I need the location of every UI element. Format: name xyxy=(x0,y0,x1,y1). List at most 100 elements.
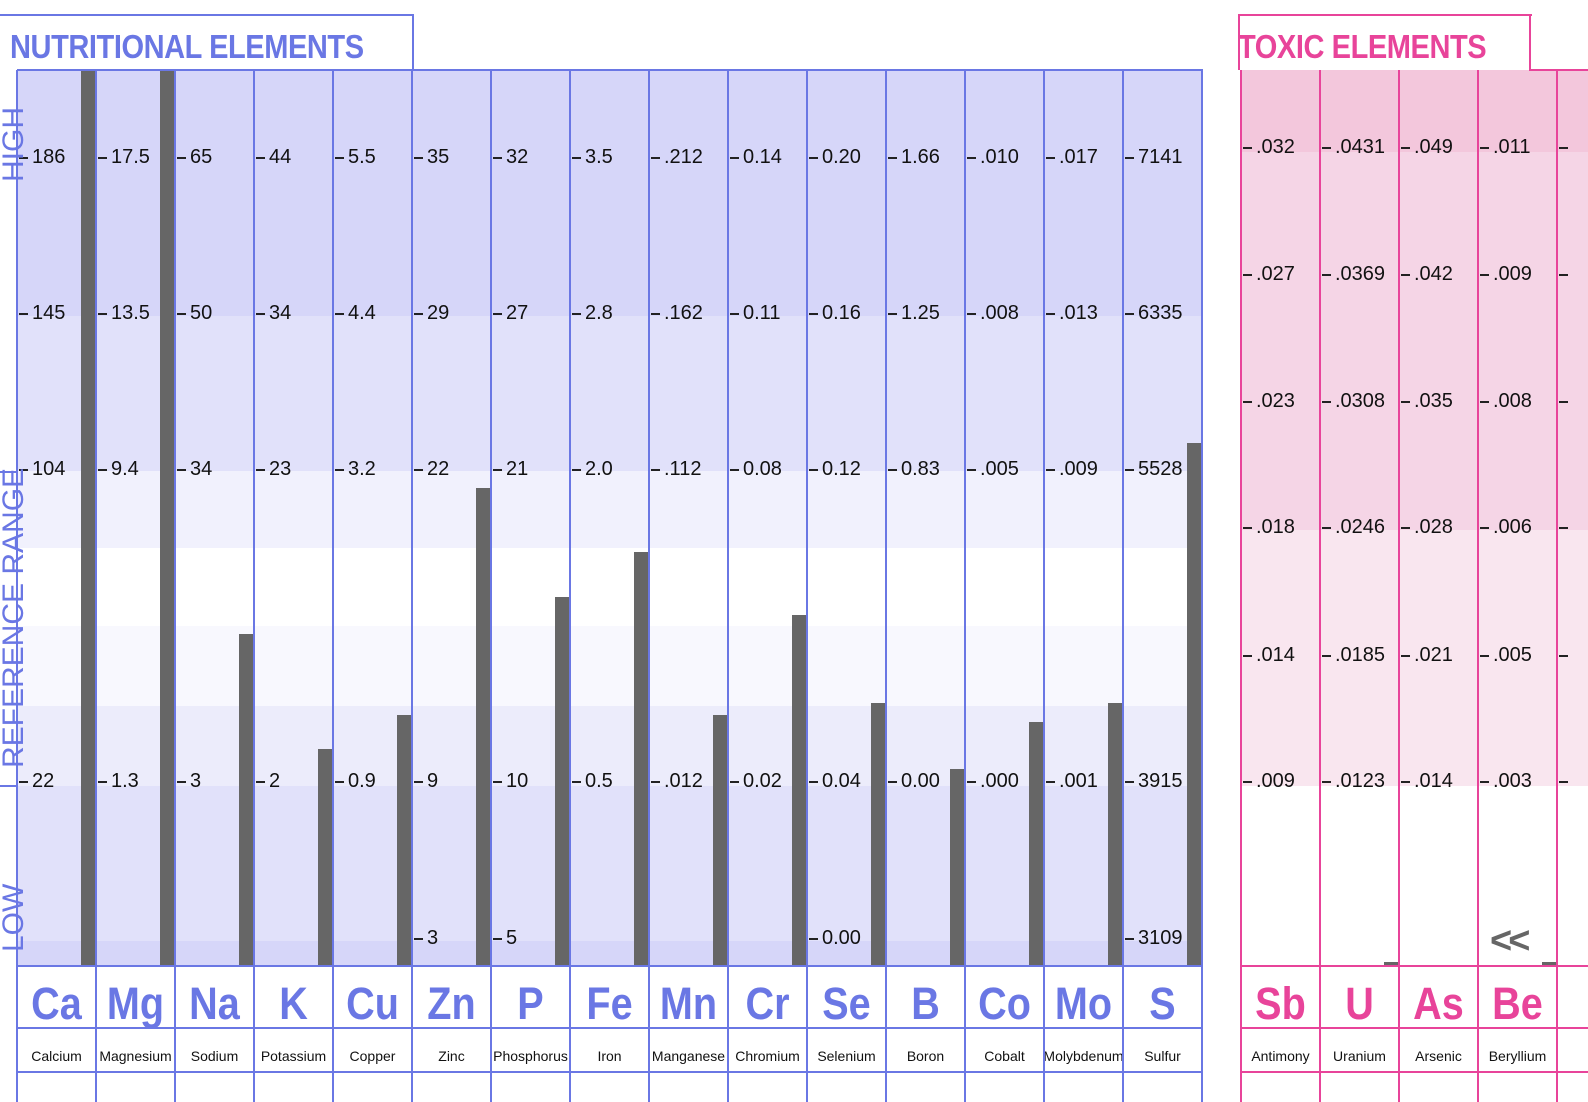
toxic-level-tick xyxy=(1243,401,1252,403)
toxic-level-value: .014 xyxy=(1414,770,1453,792)
toxic-column-divider xyxy=(1556,70,1558,1102)
toxic-level-tick xyxy=(1243,274,1252,276)
level-value: 3.5 xyxy=(585,146,613,168)
level-value: 2.0 xyxy=(585,458,613,480)
element-symbol: Fe xyxy=(586,978,633,1029)
column-divider xyxy=(1201,70,1203,1102)
element-bar xyxy=(871,702,885,966)
toxic-element-name: Arsenic xyxy=(1415,1048,1462,1064)
toxic-level-value: .042 xyxy=(1414,263,1453,285)
element-name: Iron xyxy=(597,1048,622,1064)
element-name: Chromium xyxy=(735,1048,800,1064)
level-tick xyxy=(177,157,186,159)
level-value: 0.20 xyxy=(822,146,861,168)
column-divider xyxy=(332,70,334,1102)
level-tick xyxy=(256,157,265,159)
level-value: 0.04 xyxy=(822,770,861,792)
level-value: 27 xyxy=(506,302,529,324)
level-value: 3 xyxy=(427,927,439,949)
element-symbol: K xyxy=(279,978,308,1029)
toxic-level-tick xyxy=(1322,147,1331,149)
toxic-level-value: .0185 xyxy=(1335,644,1386,666)
level-tick xyxy=(730,313,739,315)
toxic-header-rule xyxy=(1529,69,1588,71)
level-value: 3 xyxy=(190,770,202,792)
element-bar xyxy=(81,70,95,966)
toxic-level-value: .011 xyxy=(1493,136,1531,158)
toxic-title-tab-right xyxy=(1529,14,1531,70)
level-tick xyxy=(1046,781,1055,783)
toxic-band xyxy=(1241,152,1588,530)
column-divider xyxy=(964,70,966,1102)
level-value: .000 xyxy=(980,770,1019,792)
name-row-rule xyxy=(17,1027,1203,1029)
level-value: 22 xyxy=(427,458,450,480)
level-tick xyxy=(572,469,581,471)
column-divider xyxy=(1043,70,1045,1102)
level-tick xyxy=(335,469,344,471)
level-value: 13.5 xyxy=(111,302,150,324)
level-value: 145 xyxy=(32,302,66,324)
level-value: 3.2 xyxy=(348,458,376,480)
level-tick xyxy=(19,469,28,471)
toxic-level-value: .027 xyxy=(1256,263,1295,285)
level-tick xyxy=(888,157,897,159)
toxic-column-divider xyxy=(1477,70,1479,1102)
column-divider xyxy=(490,70,492,1102)
toxic-element-symbol: Be xyxy=(1492,978,1543,1029)
nutritional-band xyxy=(17,941,1202,966)
level-value: 21 xyxy=(506,458,529,480)
level-value: 3109 xyxy=(1138,927,1183,949)
element-symbol: Mn xyxy=(659,978,718,1029)
toxic-level-tick xyxy=(1322,781,1331,783)
toxic-level-value: .0431 xyxy=(1335,136,1386,158)
level-tick xyxy=(335,313,344,315)
toxic-level-value: .005 xyxy=(1493,644,1532,666)
toxic-element-name: Beryllium xyxy=(1488,1048,1547,1064)
toxic-column-divider xyxy=(1398,70,1400,1102)
level-tick xyxy=(98,313,107,315)
toxic-element-name: Uranium xyxy=(1333,1048,1386,1064)
level-value: 23 xyxy=(269,458,292,480)
toxic-level-tick xyxy=(1243,527,1252,529)
more-elements-indicator[interactable]: << xyxy=(1490,920,1530,962)
level-tick xyxy=(177,469,186,471)
level-tick xyxy=(1125,469,1134,471)
toxic-level-tick xyxy=(1480,147,1489,149)
element-name: Molybdenum xyxy=(1043,1048,1124,1064)
column-divider xyxy=(727,70,729,1102)
level-tick xyxy=(651,313,660,315)
level-value: 1.66 xyxy=(901,146,940,168)
element-bar xyxy=(397,715,411,966)
column-divider xyxy=(16,70,18,1102)
toxic-title-tab-top xyxy=(1238,14,1532,16)
level-value: .012 xyxy=(664,770,703,792)
level-tick xyxy=(730,157,739,159)
element-name: Phosphorus xyxy=(493,1048,568,1064)
toxic-next-col-tick xyxy=(1559,274,1568,276)
level-value: 10 xyxy=(506,770,529,792)
level-value: 0.08 xyxy=(743,458,782,480)
toxic-level-tick xyxy=(1322,274,1331,276)
level-tick xyxy=(809,781,818,783)
element-bar xyxy=(713,715,727,966)
toxic-band xyxy=(1241,70,1588,152)
element-name: Selenium xyxy=(817,1048,876,1064)
element-bar xyxy=(555,596,569,966)
level-value: 35 xyxy=(427,146,450,168)
toxic-level-tick xyxy=(1401,527,1410,529)
toxic-next-col-tick xyxy=(1559,781,1568,783)
level-value: 44 xyxy=(269,146,292,168)
toxic-level-tick xyxy=(1401,274,1410,276)
level-tick xyxy=(1046,313,1055,315)
level-value: 9.4 xyxy=(111,458,139,480)
level-value: 34 xyxy=(190,458,213,480)
level-value: 3915 xyxy=(1138,770,1183,792)
level-tick xyxy=(730,469,739,471)
toxic-title: TOXIC ELEMENTS xyxy=(1238,28,1487,65)
column-divider xyxy=(806,70,808,1102)
header-rule xyxy=(17,69,1203,71)
column-divider xyxy=(411,70,413,1102)
level-tick xyxy=(809,938,818,940)
level-tick xyxy=(1125,313,1134,315)
